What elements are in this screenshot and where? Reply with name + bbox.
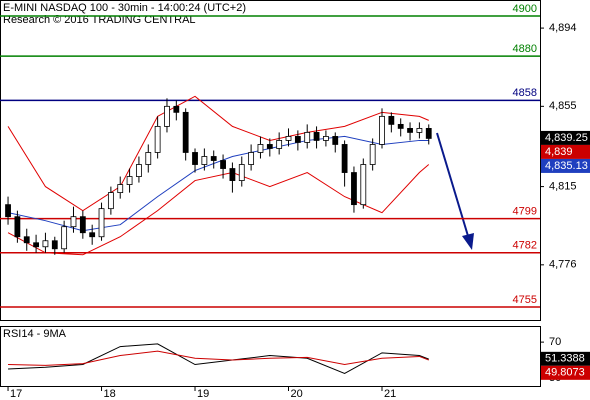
candle-body (238, 164, 245, 181)
candle-body (14, 216, 21, 238)
value-box (541, 130, 590, 145)
chart-title: E-MINI NASDAQ 100 - 30min - 14:00:24 (UT… (3, 2, 246, 14)
level-label: 4858 (513, 87, 537, 99)
arrow-head (462, 233, 474, 250)
candle-body (51, 240, 58, 250)
candle-body (397, 123, 404, 129)
candle-body (117, 184, 124, 194)
candle-body (210, 156, 217, 161)
value-box-label: 51.3388 (545, 353, 585, 365)
candle-body (332, 136, 339, 145)
candle-body (276, 140, 283, 149)
x-tick-label: 20 (291, 388, 303, 400)
candle-body (145, 152, 152, 165)
candle-body (201, 156, 208, 165)
value-box-label: 4,839.25 (545, 132, 588, 144)
candle-body (61, 226, 68, 250)
price-panel (0, 0, 541, 321)
candle-body (220, 160, 226, 169)
candle-body (341, 144, 348, 173)
candle-body (192, 152, 198, 165)
x-tick-label: 21 (384, 388, 396, 400)
candle-body (5, 204, 11, 218)
x-tick-label: 17 (10, 388, 22, 400)
candle-body (407, 128, 413, 133)
candle-body (379, 115, 385, 145)
candle-body (33, 242, 39, 248)
value-box (541, 144, 590, 159)
candle-body (369, 144, 376, 165)
level-label: 4799 (513, 206, 537, 218)
candle-body (313, 132, 320, 141)
candle-body (257, 144, 264, 153)
y-tick-label: 4,815 (549, 180, 577, 192)
candle-body (416, 128, 423, 133)
rsi-title: RSI14 - 9MA (3, 328, 67, 340)
candle-body (266, 144, 273, 149)
candle-body (304, 132, 311, 143)
value-box (541, 158, 590, 173)
x-tick-label: 18 (104, 388, 116, 400)
x-tick-label: 19 (197, 388, 209, 400)
candle-body (173, 105, 180, 113)
candle-body (294, 136, 301, 143)
candle-body (79, 216, 86, 234)
candle-body (248, 152, 255, 165)
level-label: 4900 (513, 3, 537, 15)
value-box (541, 365, 590, 380)
level-label: 4880 (513, 43, 537, 55)
candle-body (388, 115, 395, 125)
value-box-label: 49.8073 (545, 367, 585, 379)
candle-body (229, 168, 236, 181)
candle-body (23, 236, 30, 244)
candle-body (285, 136, 292, 141)
candle-body (107, 192, 114, 210)
candle-body (182, 111, 189, 153)
candle-body (136, 164, 142, 177)
level-label: 4755 (513, 294, 537, 306)
candle-body (360, 164, 367, 206)
rsi-line (8, 350, 429, 366)
rsi-panel (0, 326, 541, 387)
candle-body (89, 232, 96, 238)
chart-subtitle: Research © 2016 TRADING CENTRAL (3, 14, 196, 26)
candle-body (164, 105, 170, 127)
candle-body (351, 172, 357, 206)
value-box (541, 351, 590, 366)
y-tick-label: 4,894 (549, 22, 577, 34)
y-tick-label: 4,855 (549, 100, 577, 112)
candle-body (126, 176, 133, 185)
candle-body (70, 216, 77, 228)
y-tick-label: 4,776 (549, 259, 577, 271)
value-box-label: 4,835.13 (545, 160, 588, 172)
value-box-label: 4,839 (545, 146, 573, 158)
candle-body (42, 240, 49, 248)
level-label: 4782 (513, 240, 537, 252)
y-tick-label: 70 (549, 336, 561, 348)
candle-body (154, 125, 161, 153)
candle-body (425, 128, 432, 139)
candle-body (98, 208, 105, 238)
candle-body (323, 136, 329, 141)
